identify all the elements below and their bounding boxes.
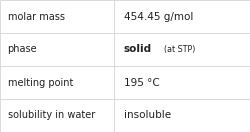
Text: molar mass: molar mass (8, 11, 64, 22)
Text: solid: solid (124, 44, 152, 55)
Text: 454.45 g/mol: 454.45 g/mol (124, 11, 193, 22)
Text: phase: phase (8, 44, 37, 55)
Text: solubility in water: solubility in water (8, 110, 95, 121)
Text: (at STP): (at STP) (164, 45, 195, 54)
Text: 195 °C: 195 °C (124, 77, 160, 88)
Text: insoluble: insoluble (124, 110, 171, 121)
Text: melting point: melting point (8, 77, 73, 88)
